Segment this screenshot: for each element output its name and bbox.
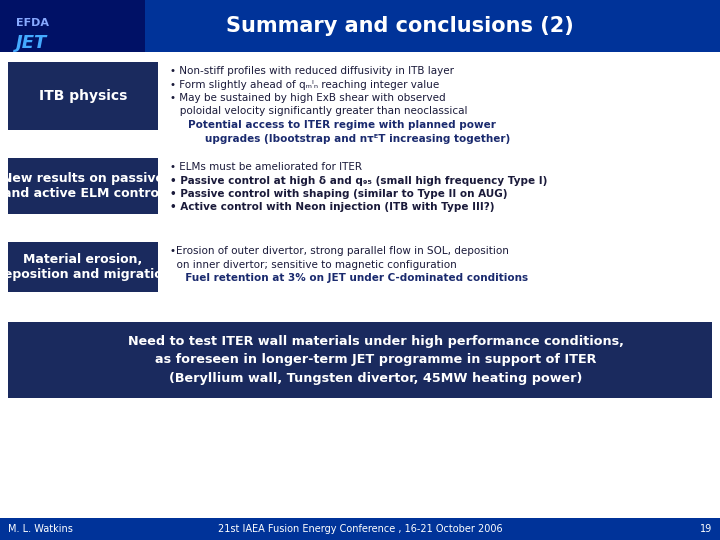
Text: EFDA: EFDA [16, 18, 49, 28]
FancyBboxPatch shape [8, 242, 158, 292]
Text: New results on passive
and active ELM control: New results on passive and active ELM co… [2, 172, 164, 200]
Text: Potential access to ITER regime with planned power: Potential access to ITER regime with pla… [188, 120, 496, 130]
Text: • Active control with Neon injection (ITB with Type III?): • Active control with Neon injection (IT… [170, 202, 495, 213]
FancyBboxPatch shape [0, 518, 720, 540]
Text: • Passive control at high δ and q₉₅ (small high frequency Type I): • Passive control at high δ and q₉₅ (sma… [170, 176, 547, 186]
FancyBboxPatch shape [0, 0, 720, 52]
FancyBboxPatch shape [0, 52, 720, 518]
Text: on inner divertor; sensitive to magnetic configuration: on inner divertor; sensitive to magnetic… [170, 260, 456, 269]
FancyBboxPatch shape [8, 62, 158, 130]
Text: • ELMs must be ameliorated for ITER: • ELMs must be ameliorated for ITER [170, 162, 362, 172]
Text: upgrades (Ibootstrap and nτᴱT increasing together): upgrades (Ibootstrap and nτᴱT increasing… [205, 133, 510, 144]
Text: Summary and conclusions (2): Summary and conclusions (2) [226, 16, 574, 36]
Text: •Erosion of outer divertor, strong parallel flow in SOL, deposition: •Erosion of outer divertor, strong paral… [170, 246, 509, 256]
Text: 19: 19 [700, 524, 712, 534]
Text: Need to test ITER wall materials under high performance conditions,
as foreseen : Need to test ITER wall materials under h… [128, 335, 624, 385]
Text: M. L. Watkins: M. L. Watkins [8, 524, 73, 534]
FancyBboxPatch shape [30, 322, 712, 398]
Text: • Form slightly ahead of qₘᴵₙ reaching integer value: • Form slightly ahead of qₘᴵₙ reaching i… [170, 79, 439, 90]
FancyBboxPatch shape [0, 0, 145, 52]
Polygon shape [8, 322, 40, 398]
FancyBboxPatch shape [8, 158, 158, 214]
Text: 21st IAEA Fusion Energy Conference , 16-21 October 2006: 21st IAEA Fusion Energy Conference , 16-… [217, 524, 503, 534]
Text: • May be sustained by high ExB shear with observed: • May be sustained by high ExB shear wit… [170, 93, 446, 103]
Text: ITB physics: ITB physics [39, 89, 127, 103]
Text: poloidal velocity significantly greater than neoclassical: poloidal velocity significantly greater … [170, 106, 467, 117]
Text: Fuel retention at 3% on JET under C-dominated conditions: Fuel retention at 3% on JET under C-domi… [178, 273, 528, 283]
Text: Material erosion,
deposition and migration: Material erosion, deposition and migrati… [0, 253, 171, 281]
Text: • Non-stiff profiles with reduced diffusivity in ITB layer: • Non-stiff profiles with reduced diffus… [170, 66, 454, 76]
Text: • Passive control with shaping (similar to Type II on AUG): • Passive control with shaping (similar … [170, 189, 508, 199]
Text: JET: JET [16, 34, 48, 52]
